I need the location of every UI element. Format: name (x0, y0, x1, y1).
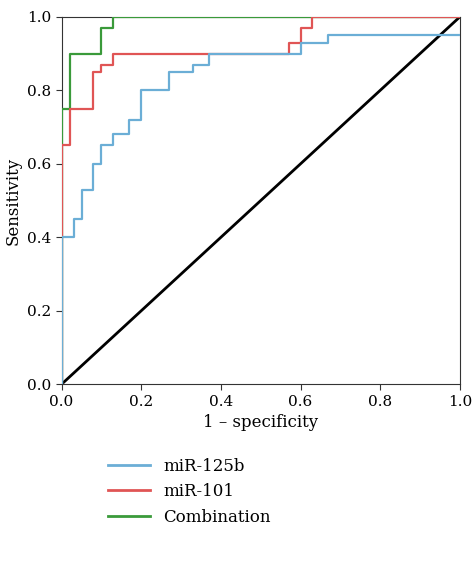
Legend: miR-125b, miR-101, Combination: miR-125b, miR-101, Combination (102, 451, 278, 532)
Y-axis label: Sensitivity: Sensitivity (4, 157, 21, 245)
X-axis label: 1 – specificity: 1 – specificity (203, 414, 318, 431)
